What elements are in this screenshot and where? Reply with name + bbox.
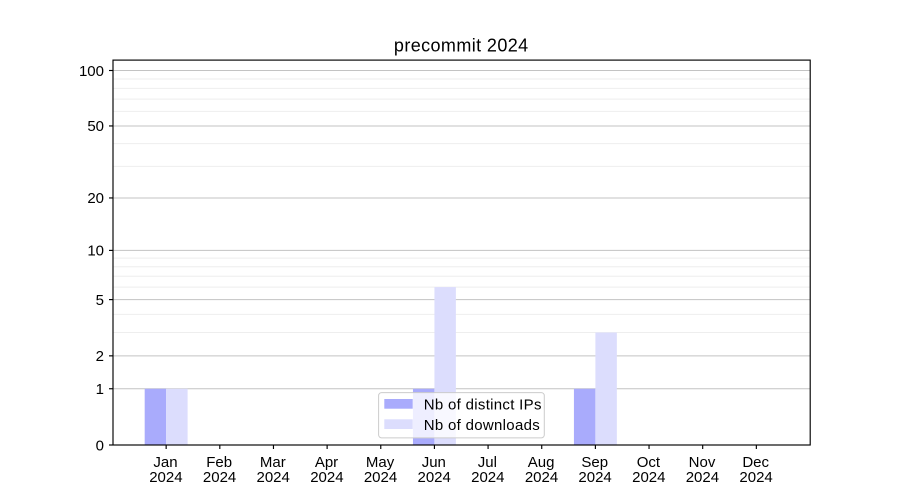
svg-text:Nb of distinct IPs: Nb of distinct IPs xyxy=(424,397,542,414)
svg-text:2024: 2024 xyxy=(471,469,504,486)
svg-text:2: 2 xyxy=(96,348,104,365)
svg-text:precommit 2024: precommit 2024 xyxy=(394,36,529,56)
svg-text:2024: 2024 xyxy=(257,469,290,486)
svg-text:Sep: Sep xyxy=(581,454,608,471)
svg-text:Aug: Aug xyxy=(528,454,555,471)
svg-text:Apr: Apr xyxy=(315,454,338,471)
svg-text:1: 1 xyxy=(96,381,104,398)
svg-text:100: 100 xyxy=(79,63,104,80)
svg-text:2024: 2024 xyxy=(418,469,451,486)
svg-text:50: 50 xyxy=(87,118,104,135)
svg-text:Dec: Dec xyxy=(742,454,769,471)
svg-text:2024: 2024 xyxy=(364,469,397,486)
svg-text:Nov: Nov xyxy=(689,454,716,471)
svg-text:2024: 2024 xyxy=(686,469,719,486)
svg-text:5: 5 xyxy=(96,292,104,309)
svg-text:Nb of downloads: Nb of downloads xyxy=(424,417,540,434)
svg-text:20: 20 xyxy=(87,190,104,207)
svg-text:Jul: Jul xyxy=(478,454,497,471)
svg-text:0: 0 xyxy=(96,437,104,454)
svg-text:2024: 2024 xyxy=(632,469,665,486)
svg-text:May: May xyxy=(366,454,395,471)
svg-text:2024: 2024 xyxy=(149,469,182,486)
svg-text:2024: 2024 xyxy=(310,469,343,486)
svg-text:Jun: Jun xyxy=(422,454,446,471)
svg-text:2024: 2024 xyxy=(578,469,611,486)
svg-text:Feb: Feb xyxy=(206,454,232,471)
svg-text:Jan: Jan xyxy=(153,454,177,471)
svg-text:2024: 2024 xyxy=(525,469,558,486)
svg-text:Mar: Mar xyxy=(260,454,286,471)
svg-text:Oct: Oct xyxy=(637,454,661,471)
svg-text:2024: 2024 xyxy=(203,469,236,486)
svg-text:10: 10 xyxy=(87,243,104,260)
svg-text:2024: 2024 xyxy=(739,469,772,486)
